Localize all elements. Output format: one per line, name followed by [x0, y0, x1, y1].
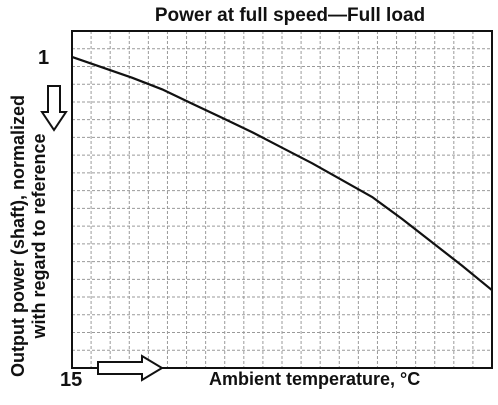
series-layer	[71, 55, 493, 292]
x-axis-label: Ambient temperature, °C	[209, 369, 420, 389]
x-axis-arrow-icon	[97, 354, 164, 382]
y-axis-label-line-2: with regard to reference	[29, 133, 49, 339]
chart-title: Power at full speed—Full load	[155, 5, 425, 26]
y-axis-label-line-1: Output power (shaft), normalized	[8, 95, 28, 377]
x-tick-label-15: 15	[60, 369, 82, 391]
grid	[72, 31, 492, 368]
series-line-0	[71, 55, 493, 292]
y-tick-label-1: 1	[38, 47, 49, 69]
plot-frame	[71, 30, 493, 369]
y-axis-arrow-icon	[40, 85, 68, 132]
